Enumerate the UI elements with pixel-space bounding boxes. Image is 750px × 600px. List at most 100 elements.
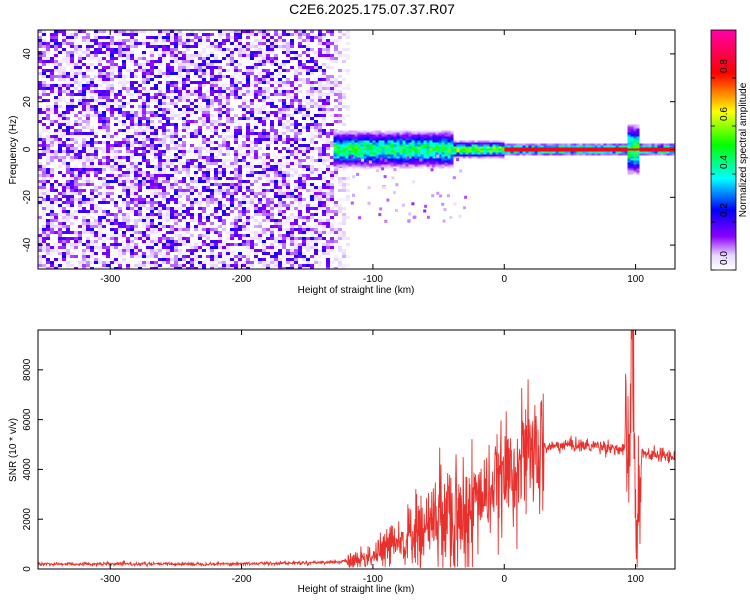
heatmap-cell: [222, 198, 226, 201]
heatmap-cell: [336, 130, 340, 133]
heatmap-cell: [218, 84, 222, 87]
heatmap-cell: [166, 54, 170, 57]
heatmap-cell: [286, 165, 290, 168]
heatmap-cell: [126, 93, 130, 96]
heatmap-cell: [306, 261, 310, 264]
heatmap-cell: [432, 140, 436, 143]
heatmap-cell: [54, 201, 58, 204]
heatmap-cell: [346, 48, 350, 51]
heatmap-cell: [66, 231, 70, 234]
heatmap-cell: [86, 159, 90, 162]
heatmap-cell: [106, 48, 110, 51]
heatmap-cell: [42, 258, 46, 261]
heatmap-cell: [222, 228, 226, 231]
heatmap-cell: [134, 33, 138, 36]
heatmap-cell: [286, 168, 290, 171]
heatmap-cell: [158, 72, 162, 75]
heatmap-cell: [130, 39, 134, 42]
heatmap-cell: [314, 69, 318, 72]
heatmap-cell: [50, 111, 54, 114]
heatmap-cell: [354, 144, 358, 147]
heatmap-cell: [94, 111, 98, 114]
heatmap-cell: [417, 150, 421, 153]
heatmap-cell: [118, 78, 122, 81]
heatmap-cell: [262, 30, 266, 33]
heatmap-cell: [226, 159, 230, 162]
heatmap-cell: [378, 132, 382, 135]
heatmap-cell: [336, 150, 340, 153]
heatmap-cell: [54, 114, 58, 117]
heatmap-cell: [306, 258, 310, 261]
heatmap-cell: [114, 165, 118, 168]
heatmap-cell: [198, 129, 202, 132]
heatmap-cell: [298, 45, 302, 48]
heatmap-cell: [158, 228, 162, 231]
heatmap-cell: [318, 249, 322, 252]
heatmap-cell: [468, 150, 472, 153]
heatmap-cell: [122, 189, 126, 192]
heatmap-cell: [86, 183, 90, 186]
heatmap-cell: [202, 30, 206, 33]
heatmap-cell: [202, 69, 206, 72]
heatmap-cell: [338, 30, 342, 33]
heatmap-cell: [399, 148, 403, 151]
heatmap-cell: [130, 45, 134, 48]
heatmap-cell: [106, 99, 110, 102]
heatmap-cell: [70, 138, 74, 141]
heatmap-cell: [66, 153, 70, 156]
heatmap-cell: [396, 130, 400, 133]
heatmap-cell: [82, 150, 86, 153]
heatmap-cell: [162, 168, 166, 171]
heatmap-cell: [70, 54, 74, 57]
heatmap-cell: [194, 228, 198, 231]
heatmap-cell: [114, 267, 118, 269]
heatmap-cell: [468, 156, 472, 159]
heatmap-cell: [162, 39, 166, 42]
heatmap-cell: [369, 144, 373, 147]
heatmap-cell: [158, 186, 162, 189]
heatmap-cell: [338, 204, 342, 207]
heatmap-cell: [369, 158, 373, 161]
heatmap-cell: [402, 132, 406, 135]
heatmap-cell: [214, 42, 218, 45]
heatmap-cell: [278, 264, 282, 267]
heatmap-cell: [126, 54, 130, 57]
heatmap-cell: [310, 141, 314, 144]
heatmap-cell: [326, 42, 330, 45]
heatmap-cell: [238, 153, 242, 156]
heatmap-cell: [274, 54, 278, 57]
heatmap-cell: [222, 42, 226, 45]
heatmap-cell: [110, 243, 114, 246]
heatmap-cell: [270, 228, 274, 231]
heatmap-cell: [366, 150, 370, 153]
heatmap-cell: [214, 201, 218, 204]
heatmap-cell: [417, 148, 421, 151]
heatmap-cell: [465, 156, 469, 159]
heatmap-cell: [82, 120, 86, 123]
heatmap-cell: [290, 39, 294, 42]
heatmap-cell: [447, 138, 451, 141]
heatmap-cell: [420, 130, 424, 133]
heatmap-cell: [174, 240, 178, 243]
heatmap-cell: [82, 57, 86, 60]
heatmap-cell: [298, 231, 302, 234]
heatmap-cell: [158, 63, 162, 66]
heatmap-cell: [50, 117, 54, 120]
heatmap-cell: [396, 152, 400, 155]
heatmap-cell: [182, 183, 186, 186]
heatmap-cell: [94, 261, 98, 264]
heatmap-cell: [182, 237, 186, 240]
heatmap-cell: [210, 240, 214, 243]
heatmap-cell: [294, 216, 298, 219]
heatmap-cell: [170, 42, 174, 45]
heatmap-cell: [42, 141, 46, 144]
heatmap-cell: [58, 60, 62, 63]
heatmap-cell: [162, 153, 166, 156]
heatmap-cell: [298, 201, 302, 204]
heatmap-cell: [483, 148, 487, 151]
heatmap-cell: [182, 117, 186, 120]
heatmap-cell: [90, 225, 94, 228]
heatmap-cell: [142, 66, 146, 69]
heatmap-cell: [408, 138, 412, 141]
heatmap-cell: [314, 204, 318, 207]
